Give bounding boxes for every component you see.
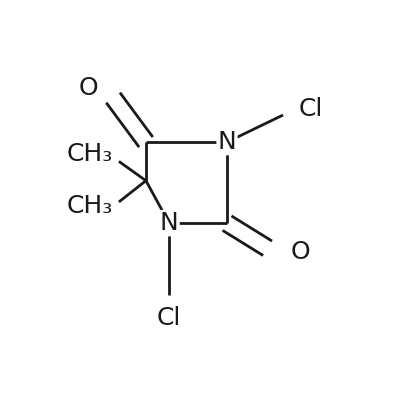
Text: Cl: Cl [298,97,323,121]
Text: Cl: Cl [157,306,181,330]
Text: O: O [291,240,310,264]
Text: CH₃: CH₃ [67,142,113,166]
Text: N: N [218,130,236,154]
Text: N: N [160,211,178,235]
Text: O: O [78,76,98,100]
Text: CH₃: CH₃ [67,194,113,218]
